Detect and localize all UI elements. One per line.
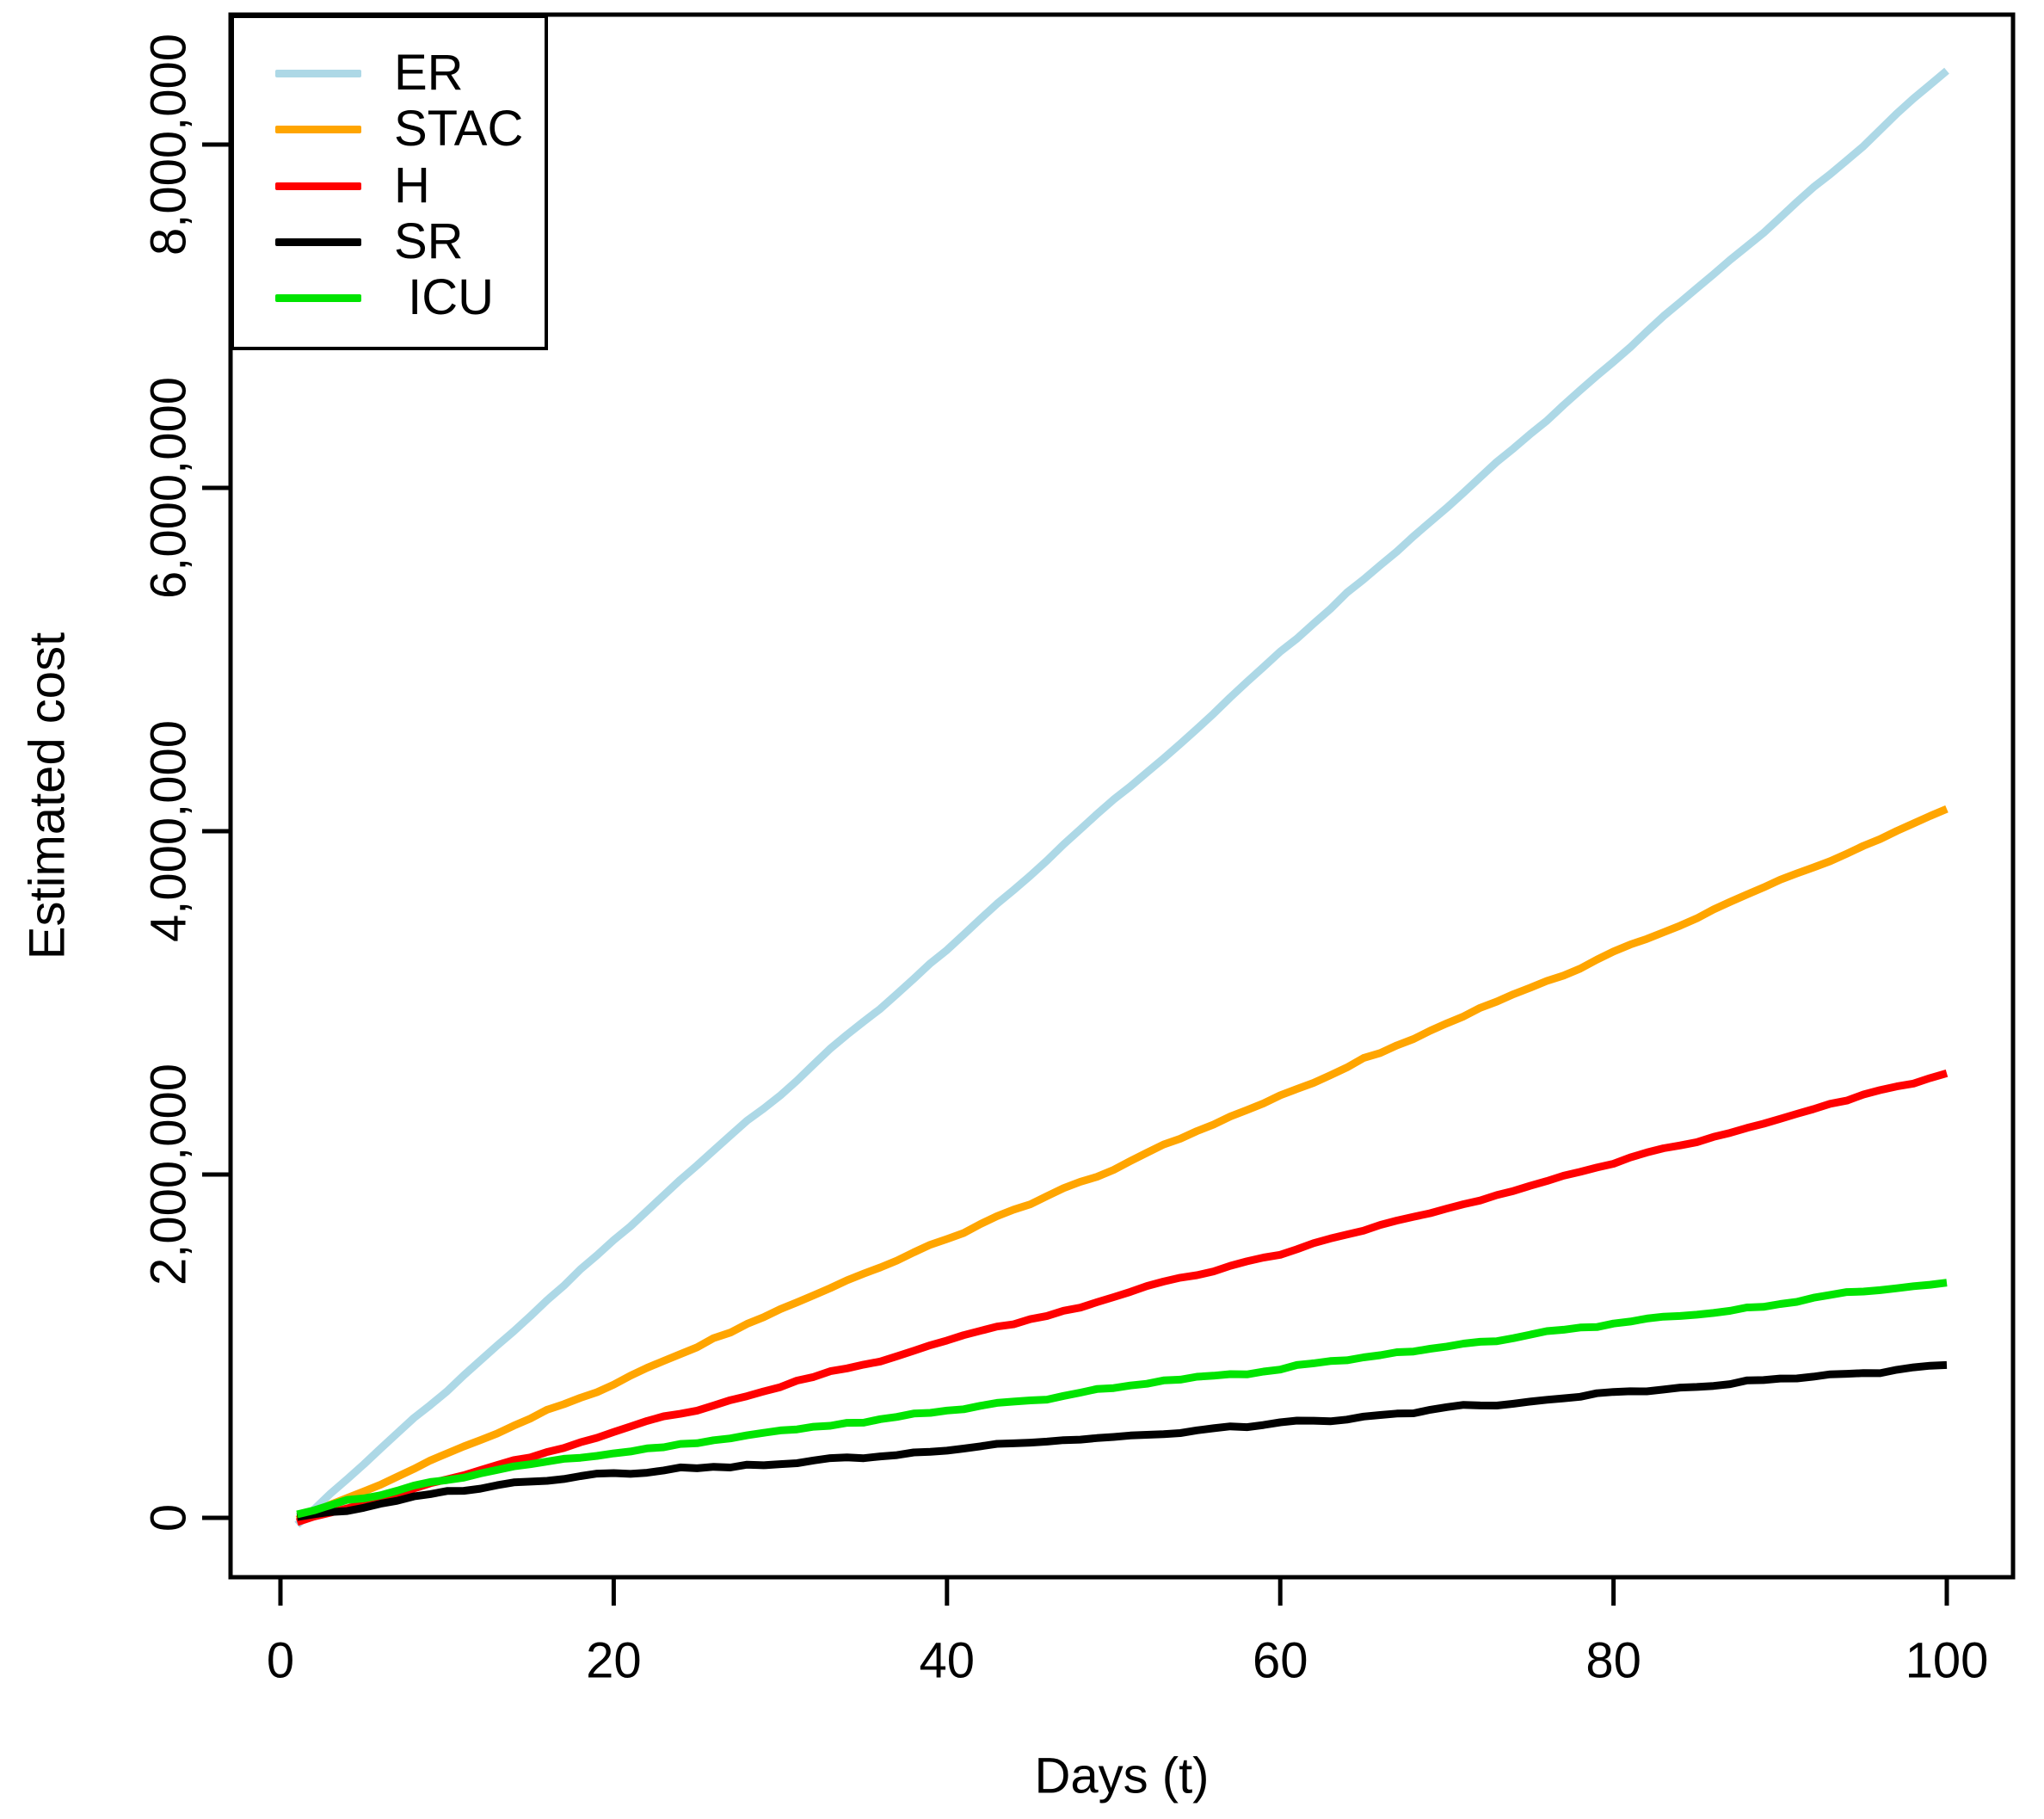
y-tick-label: 8,000,000	[141, 34, 197, 256]
series-line-er	[294, 67, 1949, 1528]
y-tick-label: 6,000,000	[141, 377, 197, 599]
legend-swatch-icu	[275, 294, 361, 302]
y-axis-title: Estimated cost	[19, 632, 76, 960]
y-tick-label: 2,000,000	[141, 1064, 197, 1286]
legend-swatch-er	[275, 70, 361, 77]
legend-label-stac: STAC	[394, 101, 524, 157]
y-tick-label: 4,000,000	[141, 720, 197, 942]
legend-box: ER STAC H SR ICU	[231, 15, 548, 350]
y-tick-label: 0	[141, 1504, 197, 1532]
series-line-stac	[295, 805, 1949, 1524]
legend-label-icu: ICU	[394, 269, 494, 325]
legend-swatch-h	[275, 182, 361, 190]
legend-label-sr: SR	[394, 213, 464, 269]
x-tick-label: 60	[1253, 1633, 1308, 1689]
legend-swatch-stac	[275, 126, 361, 133]
x-tick-label: 0	[267, 1633, 294, 1689]
series-line-icu	[296, 1279, 1948, 1519]
x-tick-label: 100	[1905, 1633, 1989, 1689]
series-line-h	[295, 1069, 1949, 1526]
legend-label-er: ER	[394, 45, 464, 101]
x-tick-label: 40	[920, 1633, 976, 1689]
plot-border	[228, 12, 2016, 1580]
x-axis-title: Days (t)	[1034, 1748, 1210, 1804]
x-tick-label: 80	[1585, 1633, 1641, 1689]
x-tick-label: 20	[586, 1633, 642, 1689]
legend-swatch-sr	[275, 238, 361, 246]
legend-label-h: H	[394, 157, 430, 213]
series-line-sr	[296, 1360, 1948, 1521]
